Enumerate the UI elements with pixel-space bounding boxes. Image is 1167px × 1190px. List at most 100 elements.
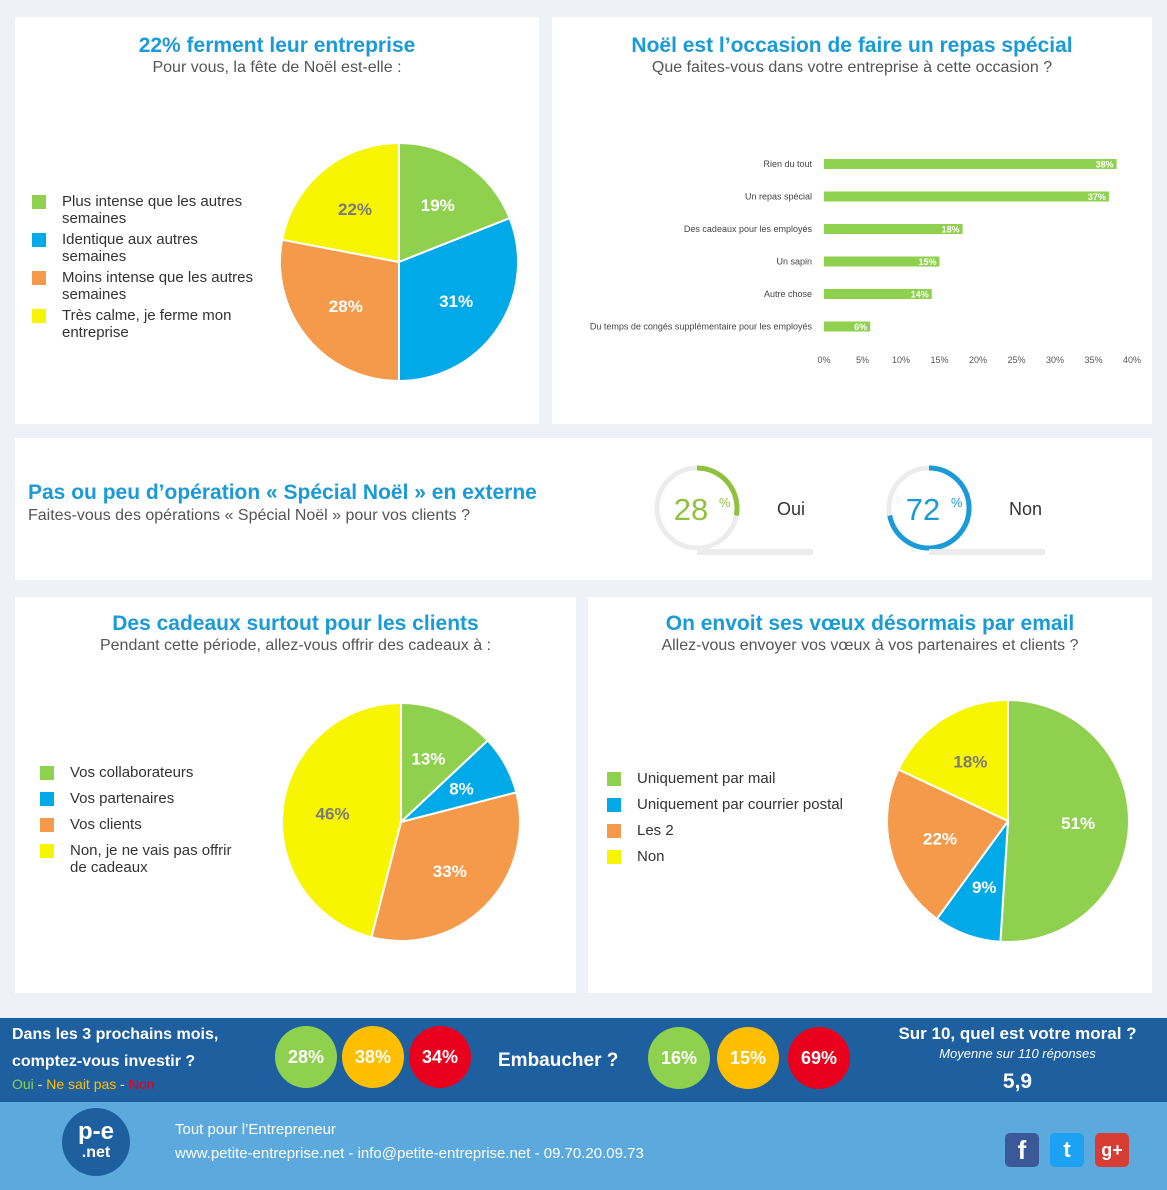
pie-slice [280,142,400,264]
pie-slice [897,699,1009,823]
legend-label: Vos collaborateurs [70,764,194,781]
pie-slice [281,702,402,939]
hire-non-badge: 69% [788,1027,850,1089]
bar-value-label: 6% [854,322,867,332]
bar [824,321,871,332]
pie-chart: 51% 9% 22% 18% [886,699,1131,943]
bar [824,256,940,267]
bar [824,191,1109,202]
legend-separator: - [33,1076,47,1092]
panel-christmas-activities: Noël est l’occasion de faire un repas sp… [552,17,1152,424]
invest-ne-sait-pas-badge: 38% [342,1026,404,1088]
legend-swatch [607,798,621,812]
legend-swatch [607,824,621,838]
pie-slice [370,791,521,942]
legend-swatch [607,850,621,864]
twitter-icon[interactable]: t [1050,1133,1084,1167]
hire-question: Embaucher ? [498,1050,619,1071]
gauge-label: Oui [777,499,805,519]
legend-oui: Oui [12,1076,34,1092]
panel-title: Pas ou peu d’opération « Spécial Noël » … [28,481,537,504]
panel-subtitle: Pendant cette période, allez-vous offrir… [99,637,492,654]
moral-value: 5,9 [1002,1070,1033,1093]
panel-title: On envoit ses vœux désormais par email [665,612,1075,635]
gauge-arc [696,465,740,516]
pie-chart: 13%8% 33% 46% [281,702,521,942]
legend-label: Non [637,848,665,865]
bar-value-label: 14% [911,290,929,300]
bar-value-label: 18% [942,225,960,235]
pie-slice-label: 19% [421,196,455,215]
legend-label: Uniquement par courrier postal [637,796,843,813]
gauge-label: Non [1009,499,1042,519]
pie-slice-label: 51% [1061,814,1095,833]
bar-value-label: 37% [1088,192,1106,202]
x-tick-label: 5% [856,355,869,365]
footer: p-e .net Tout pour l’Entrepreneur www.pe… [0,1102,1167,1190]
gauge-unit: % [719,495,731,510]
pie-slice-label: 8% [449,780,474,799]
facebook-icon[interactable]: f [1005,1133,1039,1167]
invest-question-line2: comptez-vous investir ? [12,1053,196,1070]
bar-category-label: Un repas spécial [745,192,812,202]
bar [824,159,1117,169]
panel-subtitle: Allez-vous envoyer vos vœux à vos parten… [661,637,1079,654]
panel-greetings: On envoit ses vœux désormais par email A… [588,597,1152,993]
legend-swatch [40,766,54,780]
pie-slice-label: 22% [338,200,372,219]
tagline: Tout pour l’Entrepreneur [175,1121,336,1138]
legend-ne-sait-pas: Ne sait pas [46,1076,117,1092]
x-tick-label: 15% [930,355,948,365]
gauge-unit: % [951,495,963,510]
invest-oui-badge: 28% [275,1026,337,1088]
pie-slice-label: 33% [433,862,467,881]
panel-subtitle: Pour vous, la fête de Noël est-elle : [152,59,402,76]
hire-ne-sait-pas-badge: 15% [717,1027,779,1089]
answer-legend: Oui - Ne sait pas - Non [12,1076,154,1092]
x-tick-label: 40% [1123,355,1141,365]
legend-swatch [32,271,46,285]
survey-band: Dans les 3 prochains mois, comptez-vous … [0,1018,1167,1102]
legend-label: Les 2 [637,822,674,839]
legend-label: Moins intense que les autres semaines [62,269,253,303]
gauge-shadow [697,549,813,555]
contact-info[interactable]: www.petite-entreprise.net - info@petite-… [175,1145,644,1162]
bar-category-label: Rien du tout [763,159,812,169]
x-tick-label: 30% [1046,355,1064,365]
bar [824,224,963,234]
legend-label: Plus intense que les autres semaines [62,193,243,227]
pie-chart: 19% 31% 28% 22% [279,142,519,383]
bar-value-label: 38% [1096,160,1114,170]
legend-swatch [607,772,621,786]
legend-swatch [32,309,46,323]
panel-gifts: Des cadeaux surtout pour les clients Pen… [15,597,576,993]
bar-category-label: Un sapin [776,257,812,267]
gauge-value: 72 [906,492,940,527]
logo-bottom: .net [81,1144,111,1161]
pie-slice [279,238,400,383]
legend-label: Identique aux autres semaines [62,231,198,265]
bar-category-label: Des cadeaux pour les employés [684,224,813,234]
pie-slice [400,702,490,825]
panel-title: Des cadeaux surtout pour les clients [112,612,479,635]
pie-slice [398,216,519,383]
bar-chart: Rien du tout 38% Un repas spécial 37% Des ca… [590,159,1141,365]
x-tick-label: 25% [1007,355,1025,365]
site-logo[interactable]: p-e .net [62,1108,130,1176]
legend-non: Non [128,1076,155,1092]
x-tick-label: 10% [892,355,910,365]
legend-swatch [40,818,54,832]
pie-slice-label: 28% [329,297,363,316]
moral-subtitle: Moyenne sur 110 réponses [939,1046,1096,1061]
legend-separator: - [116,1076,129,1092]
legend-label: Uniquement par mail [637,770,776,787]
bar-category-label: Du temps de congés supplémentaire pour l… [590,322,813,332]
legend-label: Vos clients [70,816,142,833]
legend-swatch [40,844,54,858]
google-plus-icon[interactable]: g+ [1095,1133,1129,1167]
pie-slice-label: 18% [953,753,987,772]
panel-title: 22% ferment leur entreprise [138,34,416,57]
pie-slice [398,142,511,264]
panel-subtitle: Faites-vous des opérations « Spécial Noë… [28,507,471,524]
bar-category-label: Autre chose [764,289,812,299]
